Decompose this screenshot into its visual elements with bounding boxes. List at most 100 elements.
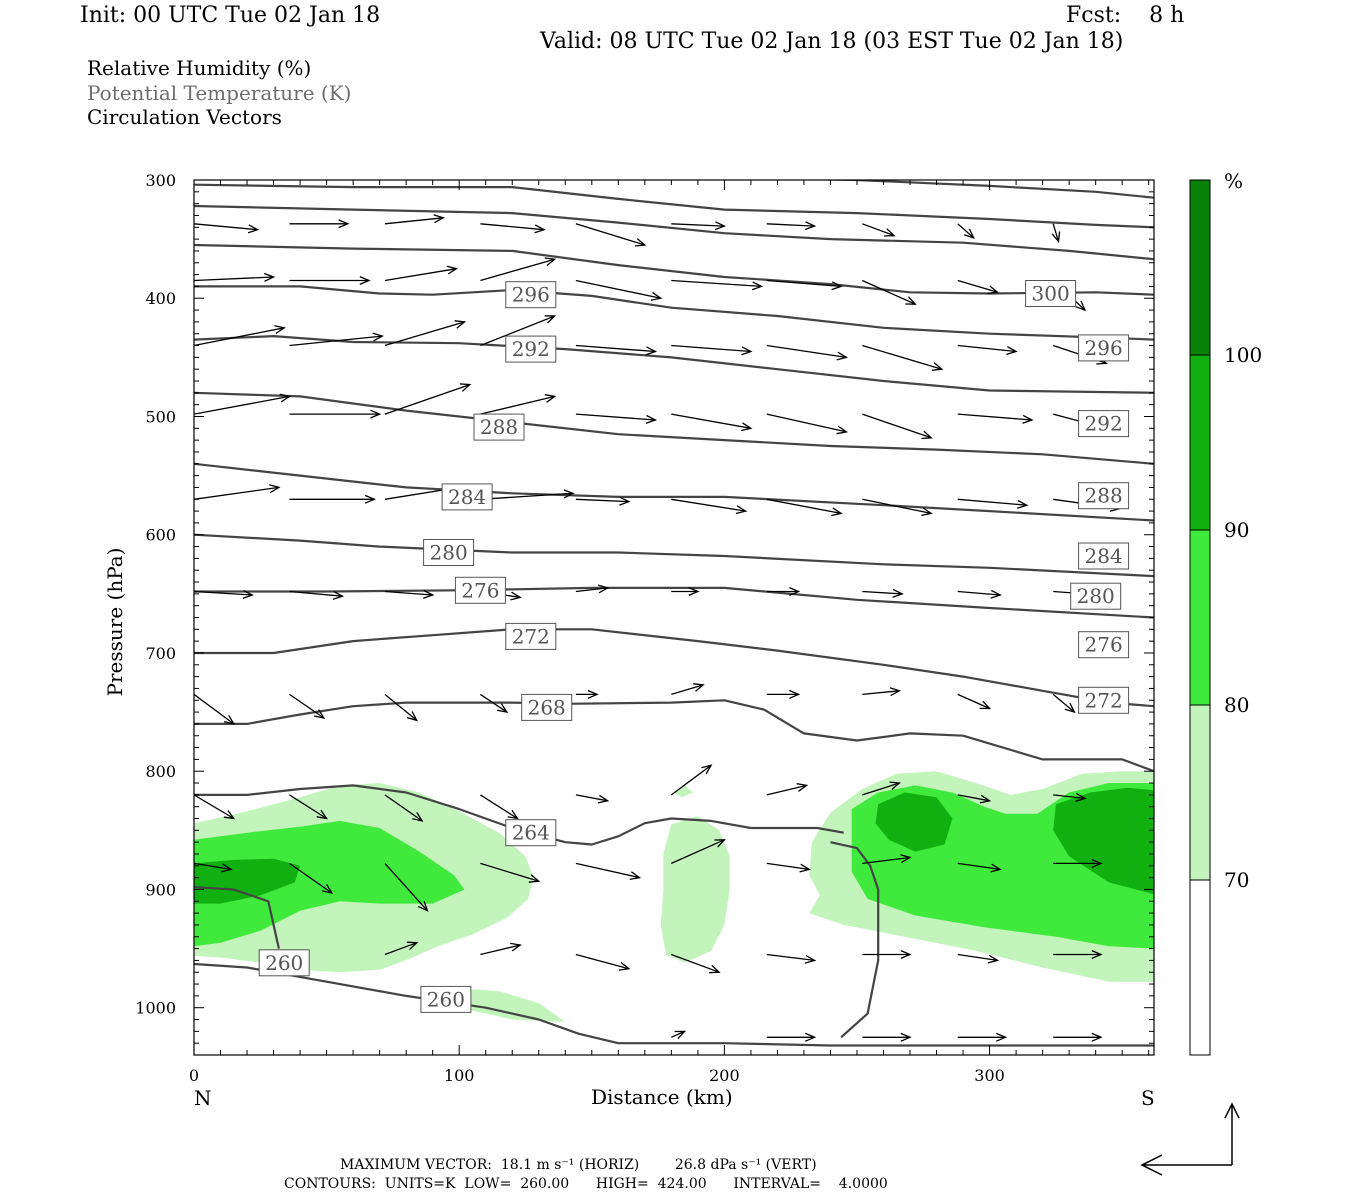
vector-shaft [670,764,712,796]
vector-shaft [289,794,327,820]
circulation-vector [1053,1032,1103,1042]
circulation-vector [575,953,631,971]
vector-head [1091,950,1103,959]
contour-label: 288 [473,413,525,441]
vector-shaft [480,395,555,415]
vector-head [650,291,663,301]
circulation-vector [384,265,459,282]
vector-head [618,961,631,971]
vector-shaft [862,344,942,370]
vector-shaft [194,276,274,282]
circulation-vector [671,279,764,291]
vector-shaft [862,413,932,439]
vector-shaft [384,383,471,415]
contour-label-text: 280 [430,541,468,565]
circulation-vector [671,221,727,231]
contour-label: 272 [1078,686,1130,714]
vector-shaft [862,856,911,865]
vector-head [789,689,801,699]
circulation-vector [575,689,599,699]
contour-label-text: 296 [1085,336,1123,360]
vector-head [274,325,286,334]
contour-label: 272 [505,622,557,650]
vector-head [645,414,658,424]
vector-shaft [575,587,608,593]
vector-head [587,689,599,699]
vector-head [892,588,904,598]
legend-theta: Potential Temperature (K) [87,81,352,105]
circulation-vector [1051,223,1061,244]
vector-shaft [766,862,810,871]
circulation-vector [766,953,817,964]
contour-label-text: 276 [461,578,499,602]
circulation-vector [575,223,647,247]
circulation-vector [766,498,843,517]
vector-head [889,687,902,697]
circulation-vector [480,394,557,415]
vector-head [645,346,658,356]
circulation-vector [671,587,700,596]
rh-fill-layer [194,771,1154,1022]
circulation-vector [384,383,472,415]
vector-head [1051,231,1061,244]
circulation-vector [384,794,424,822]
rh-region-90-8 [875,792,953,852]
vector-head [407,711,419,722]
circulation-vector [289,219,350,229]
y-tick-label: 600 [145,526,176,545]
vector-head [242,590,254,600]
vector-head [364,494,376,504]
vector-head [741,346,753,356]
vector-head [263,272,276,282]
circulation-vector [1053,792,1087,802]
circulation-vector [671,1030,687,1040]
vector-head [709,964,721,974]
vector-shaft [480,223,545,231]
contour-label-box [505,622,557,650]
contour-label: 292 [505,335,557,363]
circulation-vector [480,489,575,500]
max-vector-note: MAXIMUM VECTOR: 18.1 m s⁻¹ (HORIZ) 26.8 … [340,1157,817,1173]
y-tick-label: 400 [145,289,176,308]
vector-shaft [671,1030,685,1038]
circulation-vector [862,223,896,237]
vector-head [433,214,445,224]
y-tick-label: 800 [145,762,176,781]
vector-head [963,228,975,240]
rh-region-70-2 [660,816,730,963]
contour-label-text: 280 [1077,584,1115,608]
vector-head [900,854,912,864]
contour-label: 280 [423,539,475,566]
theta-contour-284-8 [194,462,1154,522]
vector-shaft [671,279,762,288]
vector-shaft [480,794,518,820]
contour-label: 276 [1078,631,1130,659]
vector-head [1091,858,1103,868]
vector-shaft [862,590,903,595]
vector-shaft [194,693,235,725]
vector-shaft [194,862,232,871]
vector-shaft [384,217,444,225]
x-tick-label: 100 [444,1066,475,1085]
colorbar-segment [1189,179,1211,356]
colorbar-segment [1189,529,1211,706]
vector-head [996,1032,1008,1042]
circulation-vector [289,332,384,347]
circulation-vector [862,279,917,305]
contour-label-text: 288 [1085,484,1123,508]
vector-head [446,265,459,275]
vector-head [223,714,236,725]
vector-shaft [480,258,555,282]
contour-label: 268 [521,693,573,721]
vector-head [634,238,647,247]
vector-shaft [766,784,807,796]
circulation-vector [194,393,292,415]
vector-shaft [480,944,521,956]
circulation-vector [289,693,326,719]
vector-head [1022,414,1034,424]
theta-contour-268-4 [194,699,1154,773]
vector-shaft [766,413,847,433]
circulation-vector [480,862,541,883]
vector-head [563,489,575,499]
circulation-vector [671,839,726,864]
